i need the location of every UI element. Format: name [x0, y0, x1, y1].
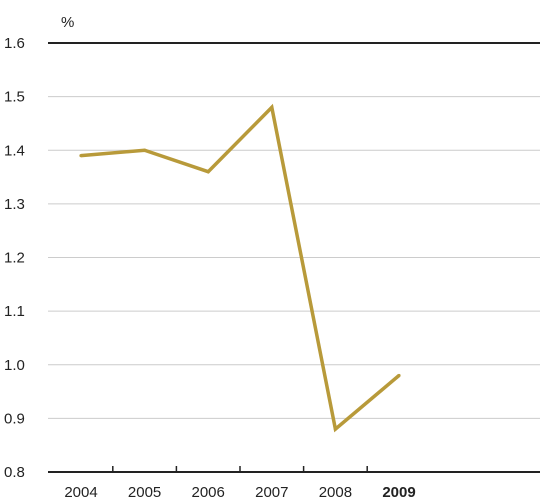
y-tick-label-1.2: 1.2	[4, 250, 25, 267]
y-tick-label-0.8: 0.8	[4, 464, 25, 481]
gridlines	[48, 42, 540, 419]
y-tick-label-1.5: 1.5	[4, 89, 25, 106]
y-unit-label: %	[61, 14, 74, 31]
x-axis	[48, 466, 540, 473]
data-point-2008	[333, 427, 337, 431]
data-point-2007	[270, 105, 274, 109]
series-line	[80, 103, 401, 433]
y-tick-labels: 0.8 0.9 1.0 1.1 1.2 1.3 1.4 1.5 1.6	[4, 35, 25, 481]
y-tick-label-1.4: 1.4	[4, 142, 25, 159]
x-tick-label-2005: 2005	[128, 484, 161, 501]
x-tick-labels: 2004 2005 2006 2007 2008 2009	[64, 484, 415, 501]
x-tick-label-2006: 2006	[192, 484, 225, 501]
series-group	[79, 103, 401, 433]
data-point-2006	[206, 170, 210, 174]
y-tick-label-1.6: 1.6	[4, 35, 25, 52]
data-point-2004	[79, 154, 83, 158]
data-point-2009	[397, 373, 401, 378]
y-tick-label-1.3: 1.3	[4, 196, 25, 213]
x-tick-label-2009: 2009	[382, 484, 415, 501]
y-tick-label-1.0: 1.0	[4, 357, 25, 374]
x-tick-label-2004: 2004	[64, 484, 97, 501]
y-tick-label-1.1: 1.1	[4, 303, 25, 320]
data-point-2005	[143, 148, 147, 152]
x-tick-label-2007: 2007	[255, 484, 288, 501]
x-tick-label-2008: 2008	[319, 484, 352, 501]
y-tick-label-0.9: 0.9	[4, 410, 25, 427]
